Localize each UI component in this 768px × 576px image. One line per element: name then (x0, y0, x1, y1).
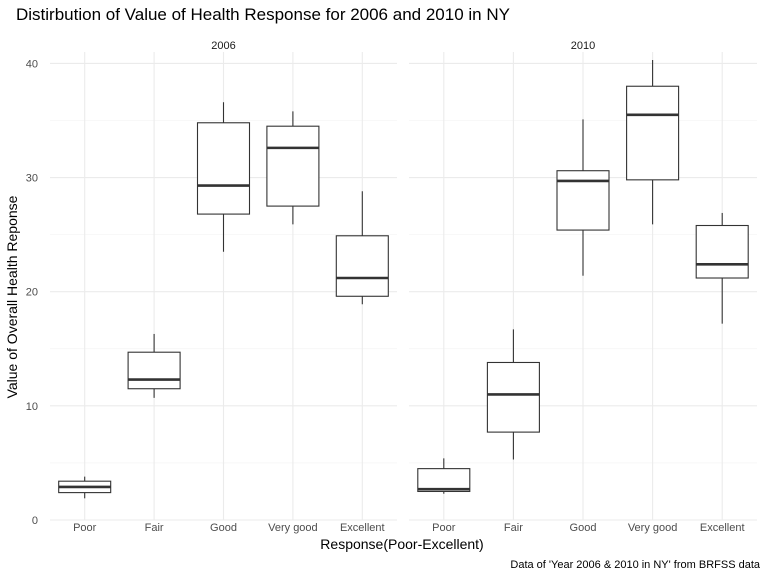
box-2010-poor (417, 458, 471, 494)
x-tick-label: Good (210, 522, 237, 534)
box-iqr (417, 468, 471, 493)
y-tick-label: 30 (26, 173, 38, 185)
box-2010-very-good (626, 59, 680, 225)
box-2006-very-good (266, 111, 320, 225)
box-2010-good (556, 119, 610, 276)
box-iqr (695, 224, 749, 279)
box-iqr (556, 170, 610, 231)
box-2006-fair (127, 333, 181, 398)
x-tick-label: Poor (432, 522, 456, 534)
box-2006-excellent (335, 191, 389, 305)
facet-label-2006: 2006 (211, 40, 235, 52)
box-2006-poor (58, 476, 112, 499)
box-iqr (486, 361, 540, 433)
box-iqr (127, 351, 181, 390)
facet-panels: 2006 0 10 20 30 40 Poor Fair Good Very good Excell… (26, 40, 757, 534)
x-tick-label: Excellent (340, 522, 385, 534)
box-2006-good (196, 102, 251, 252)
x-tick-label: Good (570, 522, 597, 534)
x-tick-label: Very good (268, 522, 318, 534)
y-tick-label: 40 (26, 58, 38, 70)
x-tick-label: Very good (628, 522, 678, 534)
box-iqr (196, 122, 251, 215)
x-tick-label: Fair (504, 522, 523, 534)
x-axis-label: Response(Poor-Excellent) (320, 536, 483, 552)
y-axis-label: Value of Overall Health Reponse (4, 195, 20, 398)
y-tick-label: 0 (32, 515, 38, 527)
y-tick-label: 10 (26, 401, 38, 413)
x-tick-label: Fair (145, 522, 164, 534)
box-iqr (626, 85, 680, 181)
x-tick-label: Excellent (700, 522, 745, 534)
box-2010-fair (486, 329, 540, 460)
box-2010-excellent (695, 212, 749, 324)
x-tick-label: Poor (73, 522, 97, 534)
chart-title: Distirbution of Value of Health Response… (16, 5, 510, 24)
y-tick-label: 20 (26, 287, 38, 299)
box-iqr (335, 235, 389, 297)
box-iqr (266, 125, 320, 207)
facet-label-2010: 2010 (571, 40, 595, 52)
chart-caption: Data of 'Year 2006 & 2010 in NY' from BR… (510, 559, 760, 571)
